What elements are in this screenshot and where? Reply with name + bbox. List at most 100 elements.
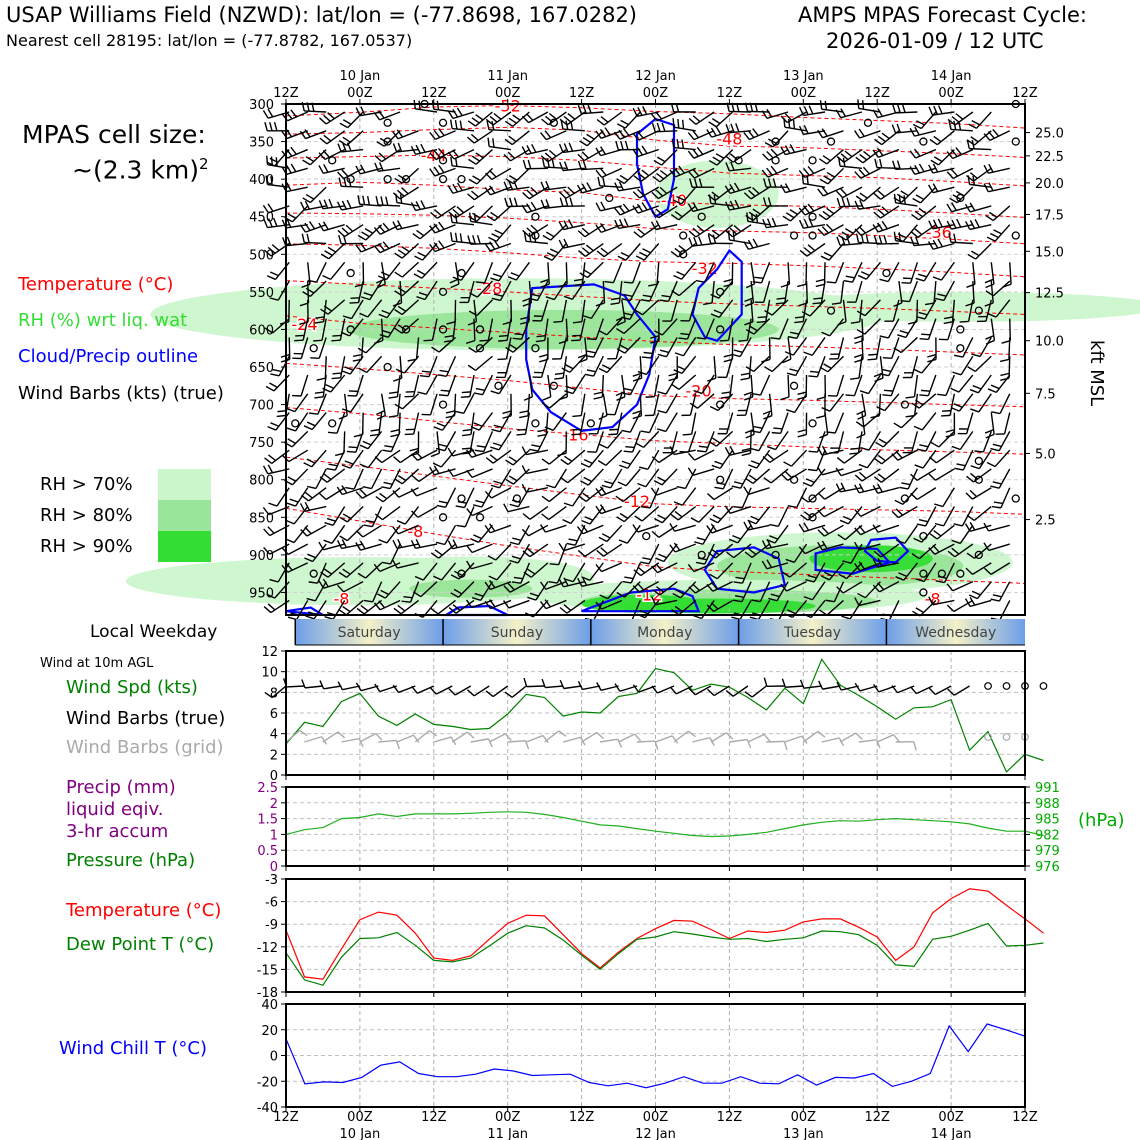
wind-barb-flag <box>267 464 274 474</box>
wind-barb-flag <box>475 114 484 121</box>
wind-barb-flag <box>526 189 534 197</box>
wind-barb-flag <box>263 528 271 537</box>
sfc-barb-grid-flag <box>801 735 808 744</box>
wind-barb-flag <box>361 231 370 238</box>
wind-barb <box>909 262 919 284</box>
wind-barb-flag <box>508 475 518 482</box>
wind-barb <box>452 127 475 132</box>
wind-barb-flag <box>363 524 373 528</box>
wind-barb <box>741 487 752 509</box>
panel-frame <box>285 1003 1026 1108</box>
wind-barb-flag <box>836 457 845 464</box>
wind-barb-flag <box>503 600 510 609</box>
wind-barb <box>755 506 771 525</box>
wind-barb-flag <box>470 447 477 457</box>
wind-barb <box>842 299 847 322</box>
wind-barb-flag <box>583 459 593 465</box>
sfc-barb-true <box>751 685 767 698</box>
wind-barb-flag <box>639 609 649 615</box>
wind-barb-flag <box>841 231 850 238</box>
wind-barb-flag <box>965 567 973 575</box>
wind-barb-flag <box>395 193 398 203</box>
wind-barb-flag <box>784 183 791 192</box>
wind-barb-flag <box>914 210 923 218</box>
wind-barb <box>759 581 771 602</box>
wind-barb <box>675 167 696 178</box>
wind-barb-flag <box>637 482 647 488</box>
wind-barb-flag <box>879 373 889 377</box>
wind-barb <box>379 224 401 235</box>
wind-barb <box>475 111 493 127</box>
wind-barb <box>548 111 567 126</box>
wind-barb-flag <box>286 182 292 192</box>
wind-barb <box>517 487 531 508</box>
wind-barb <box>918 205 937 221</box>
panel-frame <box>285 650 1026 776</box>
wind-barb <box>545 412 549 435</box>
wind-barb-flag <box>784 113 792 121</box>
sfc-barb-true <box>492 685 509 698</box>
wind-barb-flag <box>452 109 459 118</box>
wind-barb-flag <box>946 151 954 159</box>
calm-circle <box>808 419 817 428</box>
wind-barb-flag <box>771 431 781 435</box>
wind-barb <box>804 543 826 555</box>
wind-barb-flag <box>473 534 482 540</box>
wind-barb-flag <box>863 150 872 158</box>
wind-barb-flag <box>872 584 880 593</box>
wind-barb-flag <box>341 464 351 469</box>
wind-barb <box>994 449 1011 468</box>
wind-barb-flag <box>821 331 831 337</box>
wind-barb-flag <box>712 437 721 444</box>
wind-barb-flag <box>561 367 571 373</box>
wind-barb <box>888 355 900 377</box>
wind-barb-flag <box>362 440 372 446</box>
wind-barb-flag <box>650 487 658 496</box>
legend-temperature: Temperature (°C) <box>18 274 174 295</box>
wind-barb-flag <box>381 486 391 490</box>
wind-barb-flag <box>773 427 783 430</box>
wind-barb-flag <box>562 519 572 525</box>
wind-barb-flag <box>326 467 336 471</box>
calm-circle <box>1011 137 1020 146</box>
wind-barb-flag <box>448 211 457 219</box>
wind-barb-flag <box>332 372 342 375</box>
wind-barb-flag <box>837 157 841 167</box>
wind-barb-flag <box>854 335 864 340</box>
wind-barb-flag <box>782 358 792 364</box>
wind-barb-flag <box>898 572 908 578</box>
wind-barb-flag <box>989 232 999 239</box>
sfc-barb-true-flag <box>873 684 880 693</box>
calm-circle <box>771 156 780 165</box>
sfc-barb-true-flag <box>504 691 513 698</box>
wind-barb-flag <box>285 148 293 157</box>
wind-barb-flag <box>375 495 384 503</box>
wind-barb-flag <box>420 200 426 209</box>
wind-barb-flag <box>928 473 936 481</box>
wind-barb-flag <box>270 176 273 186</box>
wind-barb <box>489 524 512 534</box>
wind-barb-flag <box>397 324 407 331</box>
wind-barb <box>585 487 604 503</box>
wind-barb <box>399 186 419 200</box>
wind-barb-flag <box>787 335 797 340</box>
wind-barb-flag <box>743 391 753 396</box>
wind-barb <box>752 468 771 484</box>
sfc-barb-grid <box>673 730 689 743</box>
wind-barb-flag <box>438 164 445 174</box>
wind-barb-flag <box>509 541 519 546</box>
wind-barb-flag <box>797 391 807 396</box>
wind-barb <box>287 111 308 122</box>
wind-barb-flag <box>306 233 310 243</box>
wind-barb <box>512 336 530 353</box>
wind-barb-flag <box>323 163 329 173</box>
wind-barb-flag <box>476 235 481 245</box>
wind-barb-flag <box>572 320 583 324</box>
wind-barb-flag <box>430 607 439 615</box>
wind-barb <box>659 581 678 596</box>
wind-barb-flag <box>898 232 902 242</box>
wind-barb <box>294 487 309 507</box>
wind-barb-flag <box>990 384 1000 390</box>
wind-barb <box>476 280 493 298</box>
wind-barb-flag <box>530 293 540 297</box>
